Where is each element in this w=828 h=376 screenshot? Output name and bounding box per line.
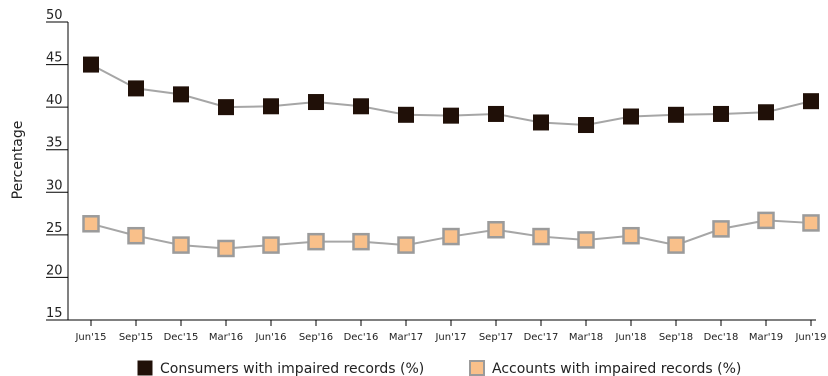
data-point-marker <box>218 99 234 116</box>
data-point-marker <box>263 98 279 115</box>
y-tick-label: 40 <box>46 93 63 108</box>
data-point-marker <box>217 239 235 258</box>
series-markers <box>82 56 820 258</box>
data-point-marker <box>712 220 730 238</box>
data-point-marker <box>397 236 415 254</box>
data-point-marker <box>758 104 774 121</box>
data-point-marker <box>352 232 370 251</box>
y-tick-label: 15 <box>46 306 63 321</box>
legend: Consumers with impaired records (%) Accou… <box>137 360 741 376</box>
series-lines <box>90 63 812 250</box>
data-point-marker <box>757 211 775 230</box>
x-tick-label: Mar'16 <box>209 332 243 343</box>
x-tick-label: Mar'18 <box>569 332 603 343</box>
data-point-marker <box>713 105 729 122</box>
data-point-marker <box>532 227 550 246</box>
data-point-marker <box>442 227 460 246</box>
x-tick-label: Mar'19 <box>749 332 783 343</box>
y-tick-label: 45 <box>46 51 63 66</box>
x-tick-label: Jun'17 <box>434 332 466 343</box>
data-point-marker <box>262 236 280 254</box>
data-point-marker <box>488 105 504 122</box>
y-axis-label: Percentage <box>10 121 26 200</box>
axes: 15 20 25 30 35 40 45 50 Jun'15 Sep'15 Dec'15 Mar'16… <box>46 8 827 343</box>
x-tick-label: Jun'15 <box>74 332 106 343</box>
y-tick-label: 50 <box>46 8 63 23</box>
data-point-marker <box>353 98 369 115</box>
data-point-marker <box>577 231 595 249</box>
legend-swatch <box>469 360 485 376</box>
data-point-marker <box>487 220 505 239</box>
data-point-marker <box>622 226 640 245</box>
data-point-marker <box>533 114 549 131</box>
data-point-marker <box>803 93 819 110</box>
data-point-marker <box>802 214 820 232</box>
data-point-marker <box>578 117 594 134</box>
x-tick-label: Jun'16 <box>254 332 286 343</box>
x-tick-label: Jun'18 <box>614 332 646 343</box>
data-point-marker <box>668 106 684 123</box>
legend-swatch <box>137 360 153 376</box>
data-point-marker <box>128 80 144 97</box>
data-point-marker <box>173 86 189 103</box>
data-point-marker <box>83 56 99 73</box>
x-tick-label: Dec'16 <box>344 332 379 343</box>
x-tick-label: Sep'17 <box>479 332 513 343</box>
y-tick-label: 35 <box>46 136 63 151</box>
legend-label: Accounts with impaired records (%) <box>492 361 741 376</box>
y-tick-label: 30 <box>46 178 63 193</box>
x-tick-label: Sep'16 <box>299 332 333 343</box>
data-point-marker <box>172 236 190 254</box>
data-point-marker <box>443 107 459 124</box>
data-point-marker <box>307 232 325 251</box>
x-tick-label: Dec'18 <box>704 332 739 343</box>
legend-label: Consumers with impaired records (%) <box>160 361 424 376</box>
data-point-marker <box>667 236 685 254</box>
data-point-marker <box>127 226 145 245</box>
data-point-marker <box>623 108 639 125</box>
data-point-marker <box>308 94 324 111</box>
y-tick-label: 20 <box>46 263 63 278</box>
x-tick-label: Sep'18 <box>659 332 693 343</box>
data-point-marker <box>398 106 414 123</box>
x-tick-label: Dec'17 <box>524 332 559 343</box>
data-point-marker <box>82 215 100 233</box>
y-tick-label: 25 <box>46 221 63 236</box>
x-tick-label: Sep'15 <box>119 332 153 343</box>
x-tick-label: Dec'15 <box>164 332 199 343</box>
x-tick-label: Jun'19 <box>794 332 826 343</box>
x-tick-label: Mar'17 <box>389 332 423 343</box>
